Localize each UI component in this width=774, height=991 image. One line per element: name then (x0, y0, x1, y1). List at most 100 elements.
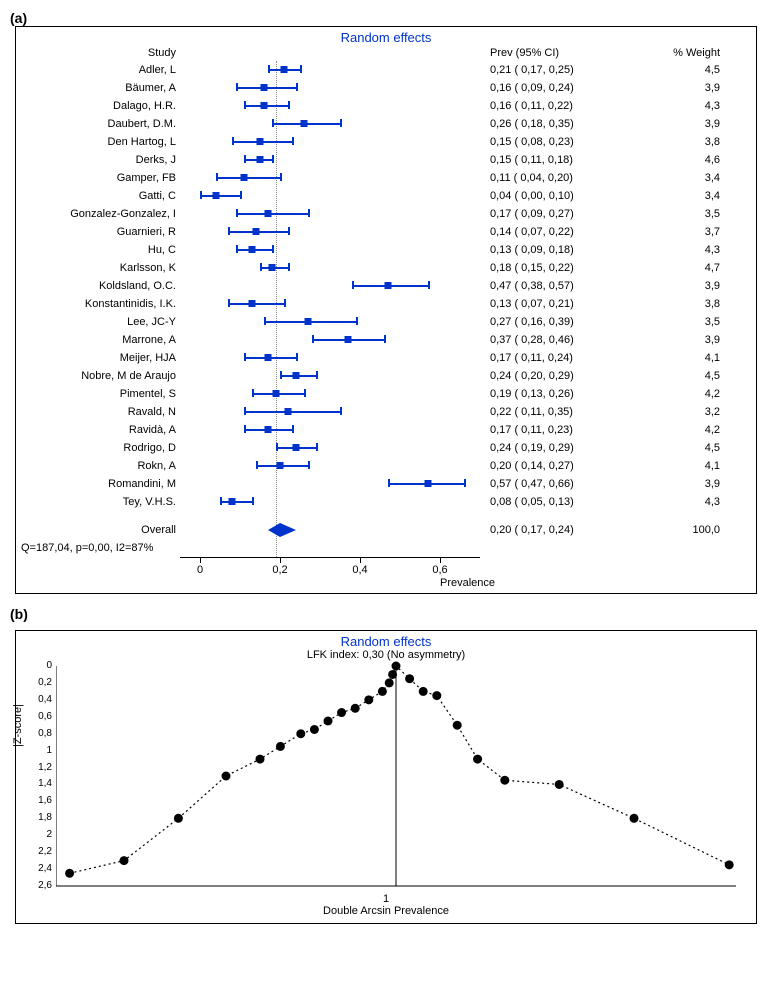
panel-b-label: (b) (10, 606, 774, 622)
study-prev: 0,17 ( 0,11, 0,24) (480, 352, 640, 364)
study-plot (180, 259, 480, 277)
study-weight: 4,3 (640, 244, 730, 256)
study-weight: 4,5 (640, 442, 730, 454)
forest-plot: Random effects Study Prev (95% CI) % Wei… (15, 26, 757, 594)
forest-stats: Q=187,04, p=0,00, I2=87% (16, 542, 181, 554)
study-name: Karlsson, K (16, 262, 180, 274)
study-weight: 3,7 (640, 226, 730, 238)
study-name: Dalago, H.R. (16, 100, 180, 112)
study-weight: 3,2 (640, 406, 730, 418)
forest-body: Adler, L0,21 ( 0,17, 0,25)4,5Bäumer, A0,… (16, 61, 756, 557)
funnel-ylabel: |Z-score| (12, 704, 24, 747)
study-plot (180, 241, 480, 259)
header-weight: % Weight (640, 47, 730, 59)
study-prev: 0,14 ( 0,07, 0,22) (480, 226, 640, 238)
study-name: Gamper, FB (16, 172, 180, 184)
study-weight: 3,4 (640, 172, 730, 184)
forest-study-row: Karlsson, K0,18 ( 0,15, 0,22)4,7 (16, 259, 756, 277)
study-prev: 0,24 ( 0,20, 0,29) (480, 370, 640, 382)
study-weight: 4,5 (640, 64, 730, 76)
study-prev: 0,15 ( 0,08, 0,23) (480, 136, 640, 148)
study-name: Gatti, C (16, 190, 180, 202)
forest-study-row: Rokn, A0,20 ( 0,14, 0,27)4,1 (16, 457, 756, 475)
study-prev: 0,11 ( 0,04, 0,20) (480, 172, 640, 184)
study-prev: 0,57 ( 0,47, 0,66) (480, 478, 640, 490)
study-prev: 0,19 ( 0,13, 0,26) (480, 388, 640, 400)
header-study: Study (16, 47, 180, 59)
study-plot (180, 385, 480, 403)
study-prev: 0,16 ( 0,11, 0,22) (480, 100, 640, 112)
study-prev: 0,18 ( 0,15, 0,22) (480, 262, 640, 274)
study-name: Lee, JC-Y (16, 316, 180, 328)
study-weight: 3,5 (640, 316, 730, 328)
study-weight: 4,2 (640, 388, 730, 400)
forest-study-row: Romandini, M0,57 ( 0,47, 0,66)3,9 (16, 475, 756, 493)
forest-study-row: Pimentel, S 0,19 ( 0,13, 0,26)4,2 (16, 385, 756, 403)
study-prev: 0,17 ( 0,09, 0,27) (480, 208, 640, 220)
forest-overall-row: Overall0,20 ( 0,17, 0,24)100,0 (16, 521, 756, 539)
study-plot (180, 133, 480, 151)
study-prev: 0,37 ( 0,28, 0,46) (480, 334, 640, 346)
study-weight: 3,9 (640, 82, 730, 94)
study-name: Daubert, D.M. (16, 118, 180, 130)
forest-study-row: Dalago, H.R. 0,16 ( 0,11, 0,22)4,3 (16, 97, 756, 115)
study-prev: 0,21 ( 0,17, 0,25) (480, 64, 640, 76)
study-plot (180, 169, 480, 187)
study-name: Marrone, A (16, 334, 180, 346)
study-name: Konstantinidis, I.K. (16, 298, 180, 310)
study-plot (180, 277, 480, 295)
study-plot (180, 115, 480, 133)
study-plot (180, 475, 480, 493)
study-prev: 0,24 ( 0,19, 0,29) (480, 442, 640, 454)
study-plot (180, 79, 480, 97)
study-plot (180, 313, 480, 331)
study-plot (180, 403, 480, 421)
forest-axis: 00,20,40,6 (16, 557, 756, 577)
forest-study-row: Marrone, A0,37 ( 0,28, 0,46)3,9 (16, 331, 756, 349)
study-name: Koldsland, O.C. (16, 280, 180, 292)
study-weight: 4,1 (640, 352, 730, 364)
funnel-yaxis: 00,20,40,60,811,21,41,61,822,22,42,6 (16, 661, 56, 891)
study-prev: 0,13 ( 0,09, 0,18) (480, 244, 640, 256)
forest-study-row: Ravald, N0,22 ( 0,11, 0,35)3,2 (16, 403, 756, 421)
study-plot (180, 331, 480, 349)
study-prev: 0,13 ( 0,07, 0,21) (480, 298, 640, 310)
study-prev: 0,47 ( 0,38, 0,57) (480, 280, 640, 292)
study-name: Nobre, M de Araujo (16, 370, 180, 382)
study-name: Overall (16, 524, 180, 536)
study-name: Ravidà, A (16, 424, 180, 436)
forest-study-row: Lee, JC-Y0,27 ( 0,16, 0,39)3,5 (16, 313, 756, 331)
panel-a-label: (a) (10, 10, 774, 26)
study-plot (180, 349, 480, 367)
forest-study-row: Koldsland, O.C. 0,47 ( 0,38, 0,57)3,9 (16, 277, 756, 295)
study-plot (180, 457, 480, 475)
study-name: Rodrigo, D (16, 442, 180, 454)
forest-title: Random effects (16, 27, 756, 45)
forest-study-row: Den Hartog, L0,15 ( 0,08, 0,23)3,8 (16, 133, 756, 151)
forest-study-row: Guarnieri, R 0,14 ( 0,07, 0,22)3,7 (16, 223, 756, 241)
study-name: Rokn, A (16, 460, 180, 472)
forest-study-row: Gamper, FB 0,11 ( 0,04, 0,20)3,4 (16, 169, 756, 187)
study-plot (180, 223, 480, 241)
forest-study-row: Derks, J0,15 ( 0,11, 0,18)4,6 (16, 151, 756, 169)
study-weight: 4,3 (640, 100, 730, 112)
study-weight: 4,3 (640, 496, 730, 508)
study-plot (180, 205, 480, 223)
study-plot (180, 187, 480, 205)
study-plot (180, 295, 480, 313)
study-plot (180, 421, 480, 439)
funnel-plot: Random effects LFK index: 0,30 (No asymm… (15, 630, 757, 924)
study-weight: 3,9 (640, 280, 730, 292)
study-name: Adler, L (16, 64, 180, 76)
forest-header: Study Prev (95% CI) % Weight (16, 45, 756, 61)
study-name: Guarnieri, R (16, 226, 180, 238)
study-name: Derks, J (16, 154, 180, 166)
study-prev: 0,20 ( 0,17, 0,24) (480, 524, 640, 536)
funnel-subtitle: LFK index: 0,30 (No asymmetry) (16, 649, 756, 661)
study-name: Pimentel, S (16, 388, 180, 400)
study-weight: 3,9 (640, 478, 730, 490)
study-plot (180, 367, 480, 385)
study-prev: 0,22 ( 0,11, 0,35) (480, 406, 640, 418)
axis-title: Prevalence (16, 577, 756, 593)
study-weight: 4,2 (640, 424, 730, 436)
